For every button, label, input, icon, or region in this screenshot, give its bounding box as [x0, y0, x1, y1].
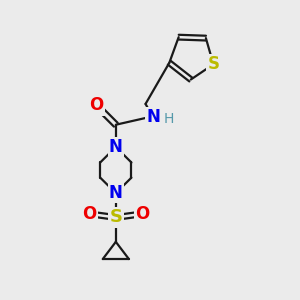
Text: O: O	[89, 96, 103, 114]
Text: O: O	[82, 205, 97, 223]
Text: N: N	[109, 138, 123, 156]
Text: H: H	[163, 112, 174, 126]
Text: N: N	[109, 184, 123, 202]
Text: N: N	[146, 108, 160, 126]
Text: O: O	[135, 205, 149, 223]
Text: S: S	[207, 55, 219, 73]
Text: S: S	[109, 208, 122, 226]
